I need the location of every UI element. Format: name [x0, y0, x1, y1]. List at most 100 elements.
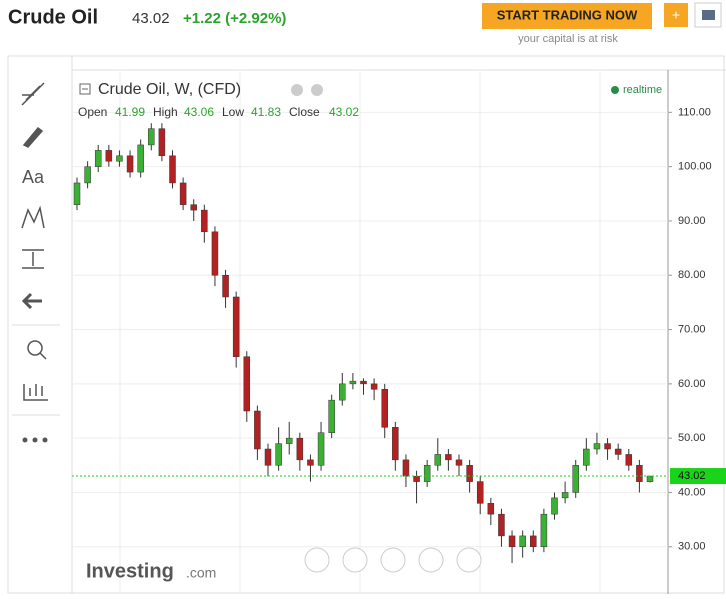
last-price-box: [670, 468, 726, 485]
high-value: 43.06: [184, 105, 214, 119]
candle-body: [519, 535, 526, 548]
alert-glyph: +: [672, 7, 680, 23]
portfolio-icon[interactable]: [694, 2, 722, 28]
candle-body: [211, 231, 219, 276]
candle-body: [349, 380, 357, 385]
y-tick-label: 80.00: [678, 269, 706, 281]
y-tick-label: 60.00: [678, 378, 706, 390]
candle-body: [232, 296, 240, 357]
candle-body: [423, 465, 431, 482]
open-label: Open: [78, 105, 107, 119]
candle-body: [222, 275, 229, 298]
candle-body: [530, 535, 537, 548]
candle-body: [561, 492, 569, 499]
candle-body: [487, 503, 495, 515]
tool-zoom-handle: [39, 352, 47, 360]
risk-note: your capital is at risk: [518, 33, 618, 45]
open-value: 41.99: [115, 105, 145, 119]
candle-body: [328, 399, 335, 433]
tool-more[interactable]: [22, 437, 48, 443]
tool-measure[interactable]: [22, 249, 44, 269]
candle-body: [455, 459, 463, 466]
candle-body: [317, 432, 325, 466]
tool-pattern[interactable]: [21, 205, 45, 229]
alert-icon[interactable]: [664, 3, 688, 27]
last-price-label: 43.02: [678, 470, 706, 482]
brand-suffix: .com: [186, 565, 216, 581]
eye-icon[interactable]: [291, 84, 303, 96]
tool-back[interactable]: [21, 292, 42, 310]
candle-body: [94, 150, 102, 167]
y-tick-label: 90.00: [678, 215, 706, 227]
high-label: High: [153, 105, 178, 119]
candle-body: [275, 443, 282, 466]
candle-body: [370, 383, 378, 390]
y-tick-label: 70.00: [678, 323, 706, 335]
candle-body: [614, 448, 622, 455]
settings-icon[interactable]: [311, 84, 323, 96]
candle-body: [264, 448, 272, 466]
chart-frame: [7, 55, 725, 594]
candle-body: [148, 128, 155, 146]
candle-body: [381, 389, 388, 428]
close-label: Close: [289, 105, 320, 119]
candle-body: [476, 481, 484, 504]
candle-body: [498, 513, 505, 537]
brand: Investing: [86, 560, 174, 582]
candle-body: [137, 144, 144, 173]
instrument: Crude Oil: [8, 6, 98, 28]
candle-body: [201, 209, 208, 233]
portfolio-glyph: [702, 10, 715, 20]
candle-body: [466, 465, 473, 482]
candle-body: [285, 437, 293, 444]
y-tick-label: 40.00: [678, 486, 706, 498]
candle-body: [307, 459, 314, 466]
candle-body: [583, 448, 590, 466]
candle-body: [593, 443, 601, 450]
collapse-box[interactable]: [79, 83, 91, 95]
candle-body: [158, 128, 166, 157]
candle-body: [625, 454, 633, 466]
tool-lines[interactable]: [21, 82, 45, 106]
close-value: 43.02: [329, 105, 359, 119]
candle-body: [296, 437, 304, 461]
candle-body: [243, 356, 251, 412]
tool-brush[interactable]: [22, 126, 44, 148]
candle-body: [508, 535, 516, 548]
candle-body: [360, 380, 367, 385]
y-tick-label: 110.00: [678, 106, 711, 118]
candle-body: [84, 166, 91, 184]
candle-body: [636, 465, 643, 482]
low-label: Low: [222, 105, 244, 119]
price: 43.02: [132, 10, 170, 27]
candle-body: [413, 475, 420, 482]
nav-buttons[interactable]: [304, 547, 482, 573]
candle-body: [179, 182, 187, 205]
toolbar: [21, 82, 48, 401]
candle-body: [445, 454, 452, 461]
candle-body: [540, 513, 548, 548]
candle-body: [105, 150, 113, 162]
y-tick-label: 100.00: [678, 161, 712, 173]
candle-body: [169, 155, 176, 184]
tool-text[interactable]: Aa: [22, 167, 45, 187]
candle-body: [254, 410, 261, 450]
y-tick-label: 30.00: [678, 541, 706, 553]
tool-indicators[interactable]: [23, 384, 48, 401]
candle-body: [572, 465, 579, 493]
candle-body: [73, 182, 81, 205]
chart-title: Crude Oil, W, (CFD): [98, 81, 241, 98]
tool-zoom[interactable]: [27, 340, 43, 356]
change: +1.22 (+2.92%): [183, 10, 286, 27]
candle-body: [190, 204, 197, 211]
candle-body: [551, 497, 558, 515]
candle-body: [646, 475, 654, 482]
trade-button-bg[interactable]: [482, 3, 652, 29]
y-tick-label: 50.00: [678, 432, 706, 444]
candle-body: [402, 459, 410, 477]
low-value: 41.83: [251, 105, 281, 119]
realtime: realtime: [623, 84, 662, 96]
trade-button[interactable]: START TRADING NOW: [497, 7, 638, 22]
candle-body: [116, 155, 123, 162]
